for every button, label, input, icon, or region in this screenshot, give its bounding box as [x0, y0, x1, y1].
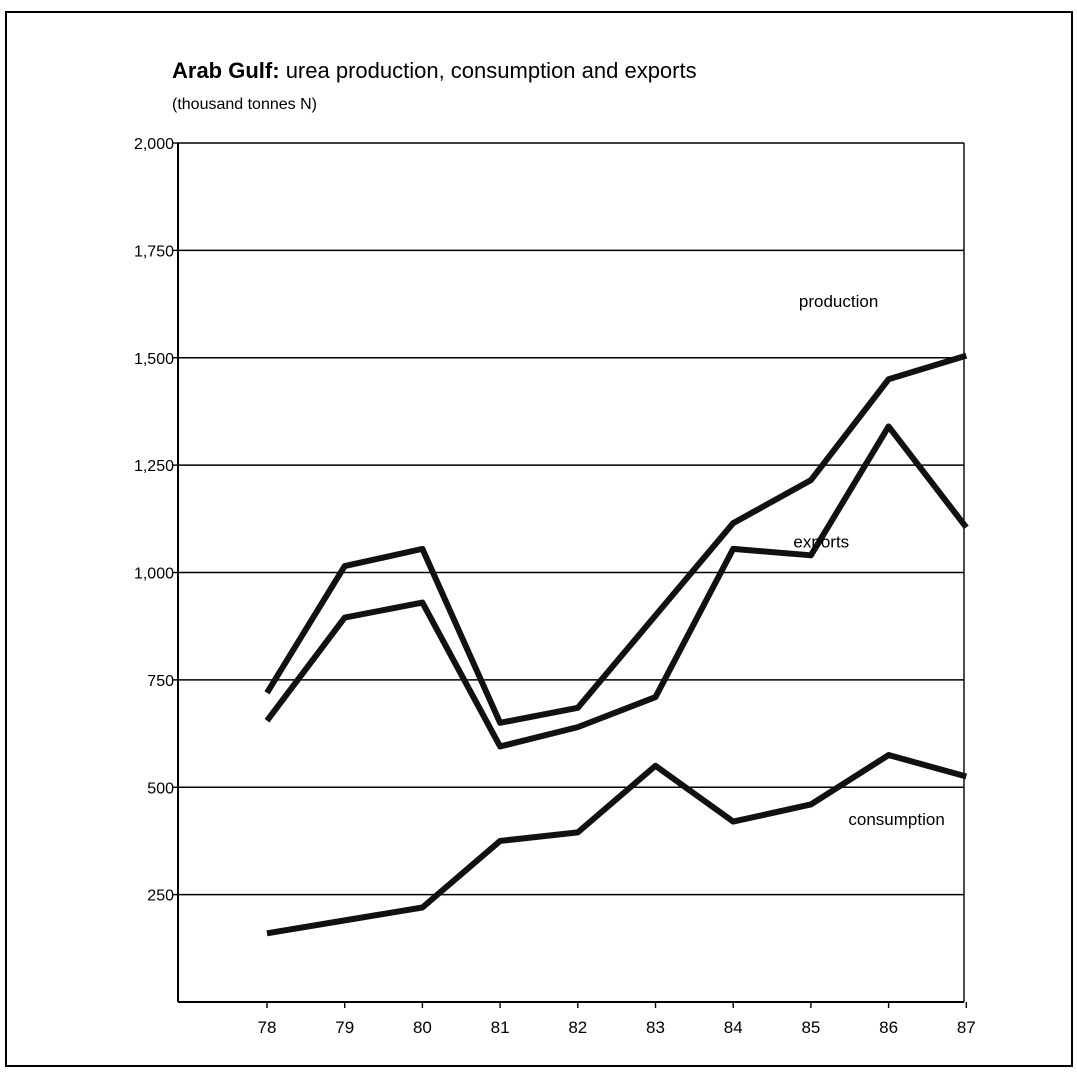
x-tick-label: 79: [335, 1018, 354, 1037]
x-tick-label: 81: [491, 1018, 510, 1037]
series-line-exports: [267, 426, 966, 746]
y-tick-label: 2,000: [134, 136, 174, 153]
series-line-consumption: [267, 755, 966, 933]
series-label-exports: exports: [793, 532, 849, 551]
x-tick-label: 82: [568, 1018, 587, 1037]
chart-title-text: urea production, consumption and exports: [286, 58, 697, 83]
x-tick-label: 80: [413, 1018, 432, 1037]
series-label-consumption: consumption: [848, 810, 944, 829]
y-tick-label: 1,250: [134, 458, 174, 475]
x-tick-label: 83: [646, 1018, 665, 1037]
outer-border: [6, 12, 1072, 1066]
y-axis-ticks: 2,000 1,750 1,500 1,250 1,000 750 500 250: [134, 136, 178, 905]
series-line-production: [267, 356, 966, 723]
y-tick-label: 1,000: [134, 566, 174, 583]
chart-title-bold: Arab Gulf:: [172, 58, 280, 83]
series-lines: [267, 356, 966, 934]
x-axis-ticks: 78 79 80 81 82 83 84 85 86 87: [258, 1002, 976, 1037]
series-label-production: production: [799, 292, 878, 311]
y-tick-label: 500: [147, 780, 174, 797]
x-tick-label: 87: [957, 1018, 976, 1037]
x-tick-label: 78: [258, 1018, 277, 1037]
x-tick-label: 84: [724, 1018, 743, 1037]
chart-title: Arab Gulf: urea production, consumption …: [172, 58, 697, 84]
x-tick-label: 86: [879, 1018, 898, 1037]
y-tick-label: 750: [147, 673, 174, 690]
x-tick-label: 85: [801, 1018, 820, 1037]
y-tick-label: 1,750: [134, 243, 174, 260]
series-labels: production exports consumption: [793, 292, 944, 829]
y-tick-label: 250: [147, 888, 174, 905]
chart-subtitle: (thousand tonnes N): [172, 96, 317, 114]
y-tick-label: 1,500: [134, 351, 174, 368]
